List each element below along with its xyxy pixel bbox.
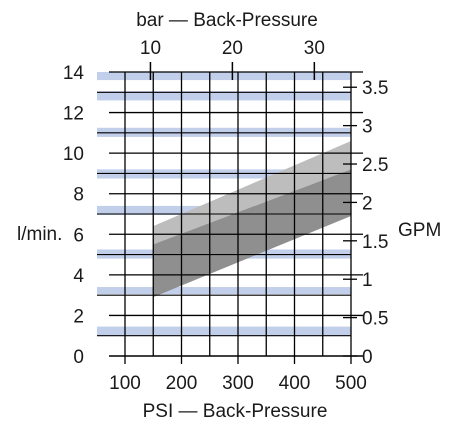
right-tick-label: 1	[362, 270, 373, 291]
right-tick-label: 3.5	[362, 78, 388, 99]
left-axis-title: l/min.	[17, 224, 62, 245]
left-tick-label: 0	[73, 347, 84, 368]
right-tick-label: 2.5	[362, 155, 388, 176]
upper-flow-band	[153, 140, 351, 245]
flow-bands	[153, 140, 351, 298]
bottom-tick-label: 300	[222, 373, 254, 394]
right-tick-label: 1.5	[362, 232, 388, 253]
bottom-tick-label: 400	[279, 373, 311, 394]
bottom-tick-label: 500	[335, 373, 367, 394]
top-axis-title: bar — Back-Pressure	[136, 10, 318, 31]
top-tick-label: 20	[222, 38, 243, 59]
right-axis-title: GPM	[398, 220, 441, 241]
lower-flow-band	[153, 169, 351, 298]
background-band	[97, 91, 351, 101]
top-tick-label: 30	[304, 38, 325, 59]
background-band	[97, 72, 351, 81]
background-band	[97, 326, 351, 336]
right-tick-label: 2	[362, 193, 373, 214]
background-band	[97, 287, 351, 295]
left-tick-label: 14	[63, 63, 85, 84]
right-tick-label: 3	[362, 117, 373, 138]
right-tick-label: 0	[362, 347, 373, 368]
bottom-axis-title: PSI — Back-Pressure	[143, 401, 328, 422]
bottom-tick-label: 100	[109, 373, 141, 394]
left-tick-label: 10	[63, 144, 84, 165]
right-tick-label: 0.5	[362, 309, 388, 330]
left-tick-label: 8	[73, 185, 84, 206]
top-tick-label: 10	[140, 38, 161, 59]
left-tick-label: 6	[73, 225, 84, 246]
grid	[97, 62, 363, 364]
left-tick-label: 12	[63, 104, 84, 125]
left-tick-label: 2	[73, 306, 84, 327]
bottom-tick-label: 200	[166, 373, 198, 394]
left-tick-label: 4	[73, 266, 84, 287]
